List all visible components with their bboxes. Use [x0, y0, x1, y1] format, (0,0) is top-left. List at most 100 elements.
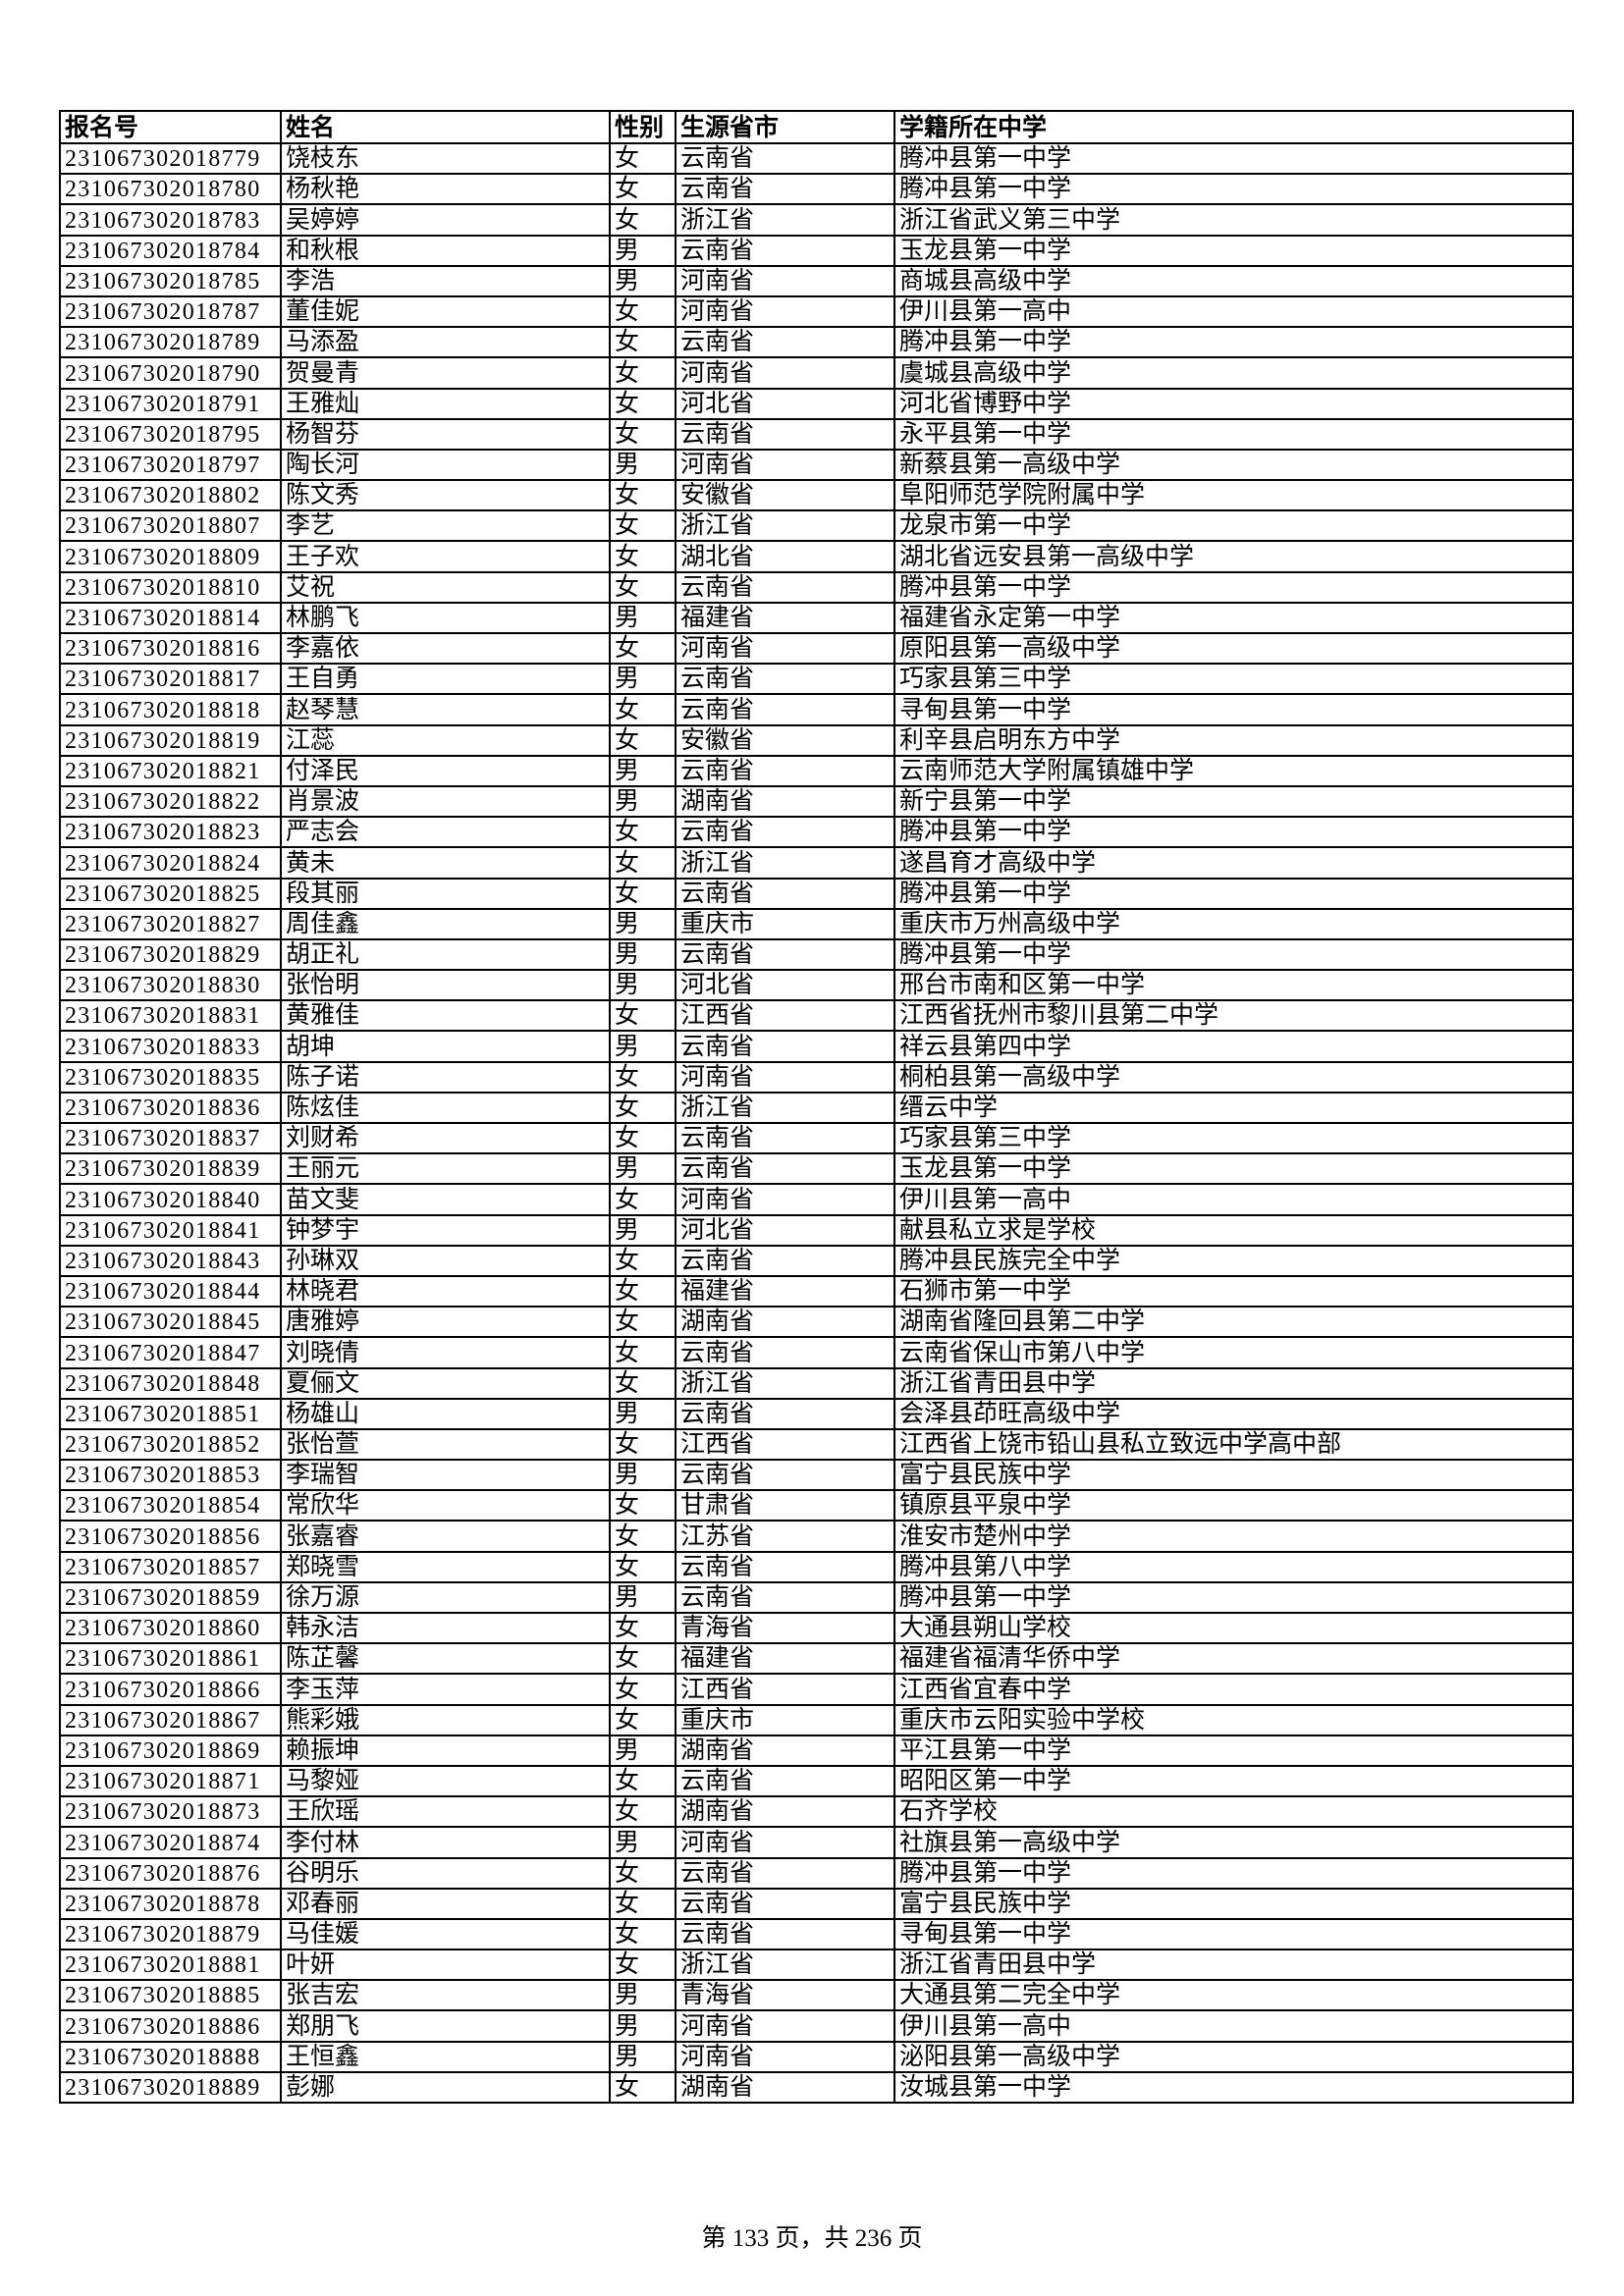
province-cell: 湖南省 [675, 1734, 895, 1767]
province-cell: 云南省 [675, 1887, 895, 1920]
registration-number-cell: 231067302018821 [59, 754, 282, 787]
table-row: 231067302018825 段其丽女云南省 腾冲县第一中学 [59, 877, 1574, 910]
high-school-cell: 利辛县启明东方中学 [893, 723, 1574, 757]
high-school-cell: 江西省上饶市铅山县私立致远中学高中部 [893, 1427, 1574, 1462]
high-school-cell: 富宁县民族中学 [893, 1459, 1574, 1492]
gender-cell: 男 [609, 448, 677, 482]
table-row: 231067302018871 马黎娅女云南省 昭阳区第一中学 [59, 1764, 1574, 1798]
registration-number-cell: 231067302018888 [59, 2040, 282, 2073]
name-cell: 李付林 [280, 1826, 611, 1859]
province-cell: 云南省 [675, 1917, 895, 1951]
name-cell: 杨雄山 [280, 1397, 611, 1430]
registration-number-cell: 231067302018860 [59, 1611, 282, 1645]
high-school-cell: 湖北省远安县第一高级中学 [893, 540, 1574, 573]
gender-cell: 女 [609, 203, 677, 237]
registration-number-cell: 231067302018824 [59, 846, 282, 880]
header-province: 生源省市 [675, 110, 895, 144]
registration-number-cell: 231067302018861 [59, 1642, 282, 1676]
province-cell: 河南省 [675, 356, 895, 390]
province-cell: 云南省 [675, 1152, 895, 1186]
high-school-cell: 腾冲县第一中学 [893, 326, 1574, 359]
province-cell: 云南省 [675, 1030, 895, 1063]
gender-cell: 女 [609, 1856, 677, 1890]
gender-cell: 男 [609, 234, 677, 267]
high-school-cell: 江西省抚州市黎川县第二中学 [893, 999, 1574, 1033]
registration-number-cell: 231067302018791 [59, 387, 282, 420]
table-row: 231067302018886 郑朋飞男河南省 伊川县第一高中 [59, 2009, 1574, 2043]
high-school-cell: 商城县高级中学 [893, 264, 1574, 297]
province-cell: 河南省 [675, 264, 895, 297]
table-row: 231067302018827 周佳鑫男重庆市 重庆市万州高级中学 [59, 907, 1574, 940]
table-row: 231067302018881 叶妍女浙江省 浙江省青田县中学 [59, 1949, 1574, 1982]
province-cell: 河南省 [675, 2040, 895, 2073]
table-row: 231067302018859 徐万源男云南省 腾冲县第一中学 [59, 1580, 1574, 1615]
gender-cell: 女 [609, 1764, 677, 1798]
province-cell: 河南省 [675, 1826, 895, 1859]
province-cell: 云南省 [675, 1397, 895, 1430]
high-school-cell: 河北省博野中学 [893, 387, 1574, 420]
name-cell: 马佳媛 [280, 1917, 611, 1951]
high-school-cell: 平江县第一中学 [893, 1734, 1574, 1767]
registration-number-cell: 231067302018853 [59, 1459, 282, 1492]
gender-cell: 男 [609, 784, 677, 819]
table-row: 231067302018857 郑晓雪女云南省 腾冲县第八中学 [59, 1550, 1574, 1583]
table-row: 231067302018822 肖景波男湖南省 新宁县第一中学 [59, 784, 1574, 819]
table-row: 231067302018866 李玉萍女江西省 江西省宜春中学 [59, 1673, 1574, 1706]
header-high-school: 学籍所在中学 [893, 110, 1574, 144]
name-cell: 江蕊 [280, 723, 611, 757]
province-cell: 云南省 [675, 754, 895, 787]
table-row: 231067302018888 王恒鑫男河南省 泌阳县第一高级中学 [59, 2040, 1574, 2073]
gender-cell: 男 [609, 1152, 677, 1186]
table-row: 231067302018879 马佳媛女云南省 寻甸县第一中学 [59, 1917, 1574, 1951]
registration-number-cell: 231067302018847 [59, 1336, 282, 1369]
registration-number-cell: 231067302018840 [59, 1183, 282, 1216]
table-row: 231067302018873 王欣瑶女湖南省 石齐学校 [59, 1795, 1574, 1829]
gender-cell: 男 [609, 1213, 677, 1247]
table-row: 231067302018824 黄未女浙江省 遂昌育才高级中学 [59, 846, 1574, 880]
name-cell: 肖景波 [280, 784, 611, 819]
registration-number-cell: 231067302018829 [59, 937, 282, 972]
registration-number-cell: 231067302018867 [59, 1703, 282, 1736]
high-school-cell: 献县私立求是学校 [893, 1213, 1574, 1247]
high-school-cell: 湖南省隆回县第二中学 [893, 1306, 1574, 1339]
high-school-cell: 祥云县第四中学 [893, 1030, 1574, 1063]
name-cell: 郑晓雪 [280, 1550, 611, 1583]
province-cell: 云南省 [675, 937, 895, 972]
name-cell: 刘晓倩 [280, 1336, 611, 1369]
high-school-cell: 昭阳区第一中学 [893, 1764, 1574, 1798]
high-school-cell: 重庆市云阳实验中学校 [893, 1703, 1574, 1736]
table-row: 231067302018802 陈文秀女安徽省 阜阳师范学院附属中学 [59, 479, 1574, 512]
gender-cell: 男 [609, 1030, 677, 1063]
table-row: 231067302018783 吴婷婷女浙江省 浙江省武义第三中学 [59, 203, 1574, 237]
registration-number-cell: 231067302018839 [59, 1152, 282, 1186]
gender-cell: 女 [609, 294, 677, 329]
table-body: 231067302018779 饶枝东女云南省 腾冲县第一中学 23106730201… [59, 141, 1574, 2105]
province-cell: 云南省 [675, 570, 895, 604]
gender-cell: 男 [609, 2040, 677, 2073]
name-cell: 周佳鑫 [280, 907, 611, 940]
registration-number-cell: 231067302018790 [59, 356, 282, 390]
gender-cell: 男 [609, 907, 677, 940]
high-school-cell: 腾冲县第一中学 [893, 1856, 1574, 1890]
gender-cell: 女 [609, 1091, 677, 1125]
high-school-cell: 石齐学校 [893, 1795, 1574, 1829]
province-cell: 云南省 [675, 877, 895, 910]
gender-cell: 男 [609, 264, 677, 297]
province-cell: 江西省 [675, 1673, 895, 1706]
high-school-cell: 腾冲县第一中学 [893, 141, 1574, 176]
table-row: 231067302018840 苗文斐女河南省 伊川县第一高中 [59, 1183, 1574, 1216]
registration-number-cell: 231067302018871 [59, 1764, 282, 1798]
name-cell: 马黎娅 [280, 1764, 611, 1798]
table-row: 231067302018853 李瑞智男云南省 富宁县民族中学 [59, 1459, 1574, 1492]
high-school-cell: 大通县第二完全中学 [893, 1979, 1574, 2012]
table-row: 231067302018791 王雅灿女河北省 河北省博野中学 [59, 387, 1574, 420]
high-school-cell: 汝城县第一中学 [893, 2070, 1574, 2105]
name-cell: 胡坤 [280, 1030, 611, 1063]
table-row: 231067302018836 陈炫佳女浙江省 缙云中学 [59, 1091, 1574, 1125]
gender-cell: 女 [609, 1611, 677, 1645]
high-school-cell: 浙江省青田县中学 [893, 1949, 1574, 1982]
high-school-cell: 伊川县第一高中 [893, 294, 1574, 329]
gender-cell: 女 [609, 1917, 677, 1951]
high-school-cell: 腾冲县第一中学 [893, 816, 1574, 849]
registration-number-cell: 231067302018854 [59, 1489, 282, 1522]
